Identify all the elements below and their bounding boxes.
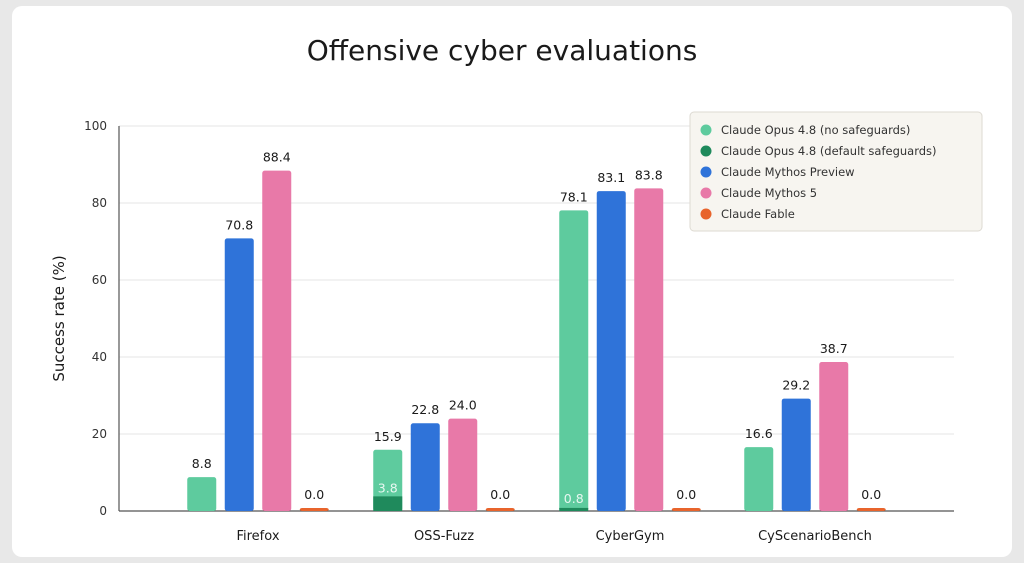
bar (187, 477, 217, 511)
data-label: 0.0 (304, 487, 324, 502)
legend-marker (700, 187, 712, 199)
legend-marker (700, 208, 712, 220)
overlay-data-label: 3.8 (378, 480, 398, 495)
bar (224, 238, 254, 512)
x-tick-label: CyberGym (596, 529, 665, 544)
bar (856, 508, 886, 511)
x-tick-label: CyScenarioBench (758, 529, 872, 544)
chart-title: Offensive cyber evaluations (307, 34, 698, 67)
bar (410, 423, 440, 511)
bar (596, 191, 626, 511)
bar (671, 508, 701, 511)
bars (187, 170, 886, 512)
bar (485, 508, 515, 511)
legend-entry: Claude Opus 4.8 (no safeguards) (721, 123, 910, 137)
legend-marker (700, 145, 712, 157)
data-label: 8.8 (192, 456, 212, 471)
y-tick-label: 0 (99, 504, 107, 518)
data-label: 38.7 (820, 341, 848, 356)
x-tick-label: Firefox (236, 529, 279, 544)
data-label: 15.9 (374, 429, 402, 444)
data-label: 29.2 (782, 378, 810, 393)
y-tick-label: 80 (92, 196, 107, 210)
data-label: 0.0 (676, 487, 696, 502)
data-label: 83.1 (597, 170, 625, 185)
bar (559, 210, 589, 511)
data-label: 16.6 (745, 426, 773, 441)
y-tick-label: 20 (92, 427, 107, 441)
data-label: 88.4 (263, 150, 291, 165)
value-labels: 8.8 70.8 88.4 0.0 Firefox 15.9 3.8 22.8 24.0 0.0 O… (192, 150, 881, 544)
overlay-bar (559, 507, 589, 511)
bar (744, 447, 774, 511)
legend: Claude Opus 4.8 (no safeguards) Claude Op… (689, 111, 983, 232)
data-label: 83.8 (635, 167, 663, 182)
data-label: 0.0 (490, 487, 510, 502)
legend-box (689, 111, 983, 232)
legend-entry: Claude Opus 4.8 (default safeguards) (721, 144, 937, 158)
chart-card: Offensive cyber evaluations Success rate… (12, 6, 1012, 557)
legend-marker (700, 166, 712, 178)
data-label: 22.8 (411, 402, 439, 417)
bar (819, 362, 849, 511)
y-axis-label: Success rate (%) (50, 255, 68, 381)
y-tick-label: 40 (92, 350, 107, 364)
legend-entry: Claude Mythos 5 (721, 186, 817, 200)
bar (373, 449, 403, 511)
y-tick-label: 60 (92, 273, 107, 287)
bar (448, 418, 478, 511)
data-label: 0.0 (861, 487, 881, 502)
data-label: 70.8 (225, 217, 253, 232)
legend-entry: Claude Fable (721, 207, 795, 221)
overlay-bar (373, 496, 403, 511)
legend-entry: Claude Mythos Preview (721, 165, 855, 179)
x-tick-label: OSS-Fuzz (414, 529, 474, 544)
bar (781, 398, 811, 511)
bar (299, 508, 329, 511)
data-label: 24.0 (449, 398, 477, 413)
overlay-data-label: 0.8 (564, 491, 584, 506)
y-tick-label: 100 (84, 119, 107, 133)
bar-chart: Offensive cyber evaluations Success rate… (50, 34, 983, 544)
bar (634, 188, 664, 511)
bar (262, 170, 292, 511)
data-label: 78.1 (560, 189, 588, 204)
legend-marker (700, 124, 712, 136)
